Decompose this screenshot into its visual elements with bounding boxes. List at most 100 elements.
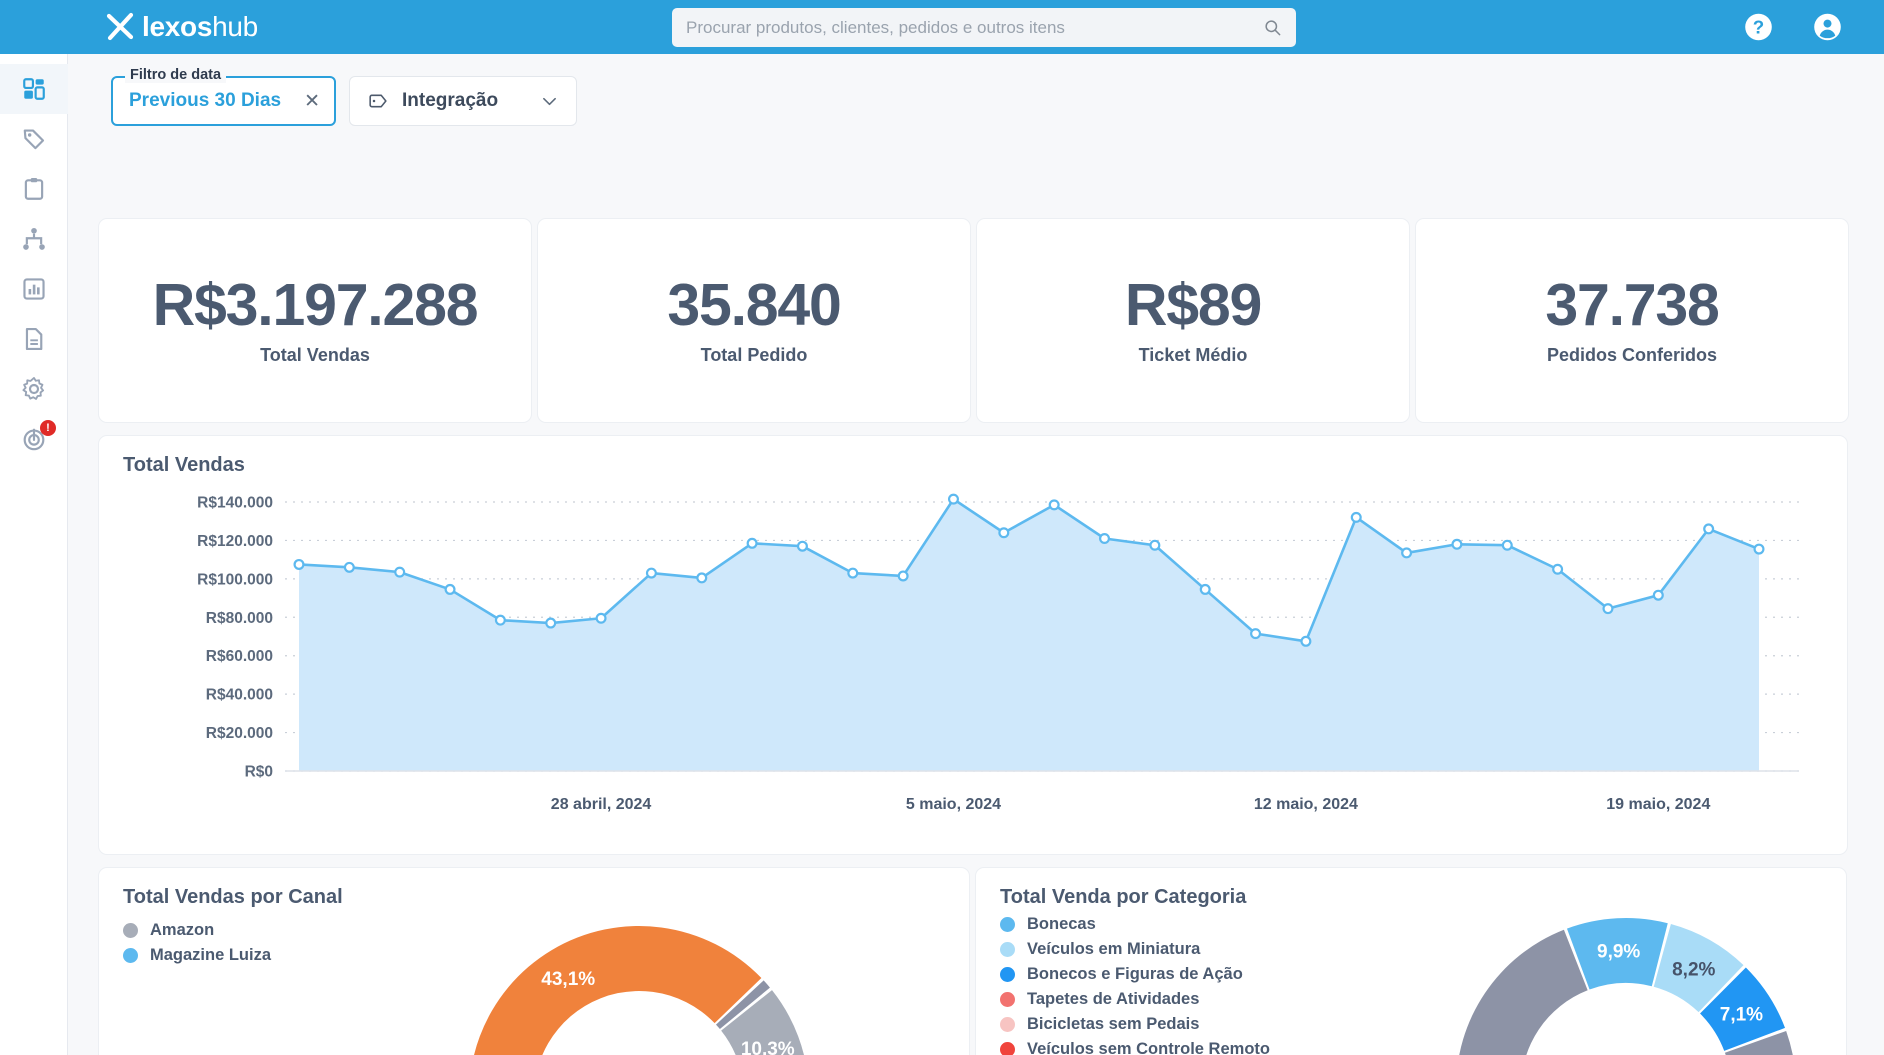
brand-logo[interactable]: lexoshub <box>104 10 258 44</box>
y-axis-tick-label: R$20.000 <box>206 725 273 742</box>
data-point-marker <box>998 527 1010 539</box>
data-point-marker <box>1300 635 1312 647</box>
data-point-marker <box>1652 589 1664 601</box>
data-point-marker <box>1048 499 1060 511</box>
support-target-icon <box>23 428 45 451</box>
legend-item[interactable]: Bonecas <box>1000 912 1270 937</box>
data-point-marker <box>343 561 355 573</box>
y-axis-tick-label: R$140.000 <box>197 495 273 512</box>
data-point-marker <box>1250 628 1262 640</box>
search-icon[interactable] <box>1263 18 1282 37</box>
y-axis-tick-label: R$40.000 <box>206 687 273 704</box>
data-point-marker <box>293 558 305 570</box>
date-filter[interactable]: Filtro de data Previous 30 Dias ✕ <box>111 67 336 126</box>
clipboard-icon <box>24 177 44 200</box>
brand-name: lexoshub <box>142 11 258 43</box>
kpi-cards: R$3.197.288 Total Vendas 35.840 Total Pe… <box>98 218 1849 423</box>
donut-slice <box>1566 918 1668 990</box>
kpi-card-pedidos-conferidos: 37.738 Pedidos Conferidos <box>1415 218 1849 423</box>
donut-slice-label: 8,2% <box>1672 959 1715 980</box>
donut-slice <box>1700 967 1786 1051</box>
sidebar-item-reports[interactable] <box>0 264 68 314</box>
sidebar-item-dashboard[interactable] <box>0 64 68 114</box>
support-badge: ! <box>40 420 56 436</box>
legend-item[interactable]: Magazine Luiza <box>123 943 271 968</box>
integration-dropdown[interactable]: Integração <box>349 76 577 126</box>
data-point-marker <box>1501 539 1513 551</box>
sidebar-item-support[interactable]: ! <box>0 414 68 464</box>
legend-item[interactable]: Tapetes de Atividades <box>1000 987 1270 1012</box>
hierarchy-network-icon <box>23 227 45 250</box>
kpi-card-total-vendas: R$3.197.288 Total Vendas <box>98 218 532 423</box>
donut-slice <box>1459 929 1588 1055</box>
help-circle-icon[interactable]: ? <box>1744 13 1773 42</box>
data-point-marker <box>494 614 506 626</box>
date-filter-value: Previous 30 Dias <box>129 90 282 111</box>
date-filter-clear-icon[interactable]: ✕ <box>304 90 320 112</box>
legend-color-dot <box>123 923 138 938</box>
sidebar-item-documents[interactable] <box>0 314 68 364</box>
legend-item[interactable]: Bonecos e Figuras de Ação <box>1000 962 1270 987</box>
legend-item[interactable]: Amazon <box>123 918 271 943</box>
venda-por-categoria-card: Total Venda por Categoria Bonecas Veículo… <box>975 867 1847 1055</box>
data-point-marker <box>645 567 657 579</box>
data-point-marker <box>897 570 909 582</box>
donut-slice <box>721 990 804 1055</box>
channel-donut-chart[interactable]: 43,1%10,3%11,1% <box>409 896 869 1055</box>
grid-dashboard-icon <box>23 78 45 100</box>
y-axis-tick-label: R$0 <box>245 764 273 781</box>
sidebar-item-settings[interactable] <box>0 364 68 414</box>
y-axis-tick-label: R$100.000 <box>197 571 273 588</box>
chart-title: Total Vendas <box>123 454 245 476</box>
chevron-down-icon[interactable] <box>541 93 558 110</box>
chart-title: Total Venda por Categoria <box>1000 886 1247 908</box>
total-vendas-area-chart[interactable]: R$140.000 R$120.000 R$100.000 R$80.000 R$60.… <box>99 486 1849 856</box>
legend-item[interactable]: Veículos em Miniatura <box>1000 937 1270 962</box>
category-donut-chart[interactable]: 38,8%9,9%8,2%7,1% <box>1406 888 1846 1055</box>
donut-slice <box>474 926 762 1055</box>
x-axis-tick-label: 19 maio, 2024 <box>1606 796 1710 813</box>
sidebar-item-integrations[interactable] <box>0 214 68 264</box>
top-header-bar: lexoshub ? <box>0 0 1884 54</box>
sidebar-item-products[interactable] <box>0 114 68 164</box>
account-circle-icon[interactable] <box>1813 13 1842 42</box>
brand-name-bold: lexos <box>142 11 213 42</box>
area-fill <box>299 499 1759 771</box>
kpi-value: R$3.197.288 <box>152 271 479 338</box>
donut-slice <box>715 980 770 1030</box>
data-point-marker <box>1753 543 1765 555</box>
kpi-card-total-pedido: 35.840 Total Pedido <box>537 218 971 423</box>
kpi-value: 37.738 <box>1545 271 1719 338</box>
data-point-marker <box>595 612 607 624</box>
y-axis-tick-label: R$60.000 <box>206 648 273 665</box>
legend-label: Bonecos e Figuras de Ação <box>1027 965 1243 983</box>
data-point-marker <box>1199 583 1211 595</box>
donut-slice <box>1724 1030 1793 1055</box>
tag-icon <box>369 94 387 108</box>
donut-slice-label: 7,1% <box>1720 1004 1763 1025</box>
legend-color-dot <box>1000 967 1015 982</box>
global-search[interactable] <box>672 8 1296 47</box>
data-point-marker <box>746 537 758 549</box>
main-content: Filtro de data Previous 30 Dias ✕ Integr… <box>68 54 1884 1055</box>
data-point-marker <box>545 617 557 629</box>
filter-bar: Filtro de data Previous 30 Dias ✕ Integr… <box>111 67 577 126</box>
brand-name-light: hub <box>212 11 258 42</box>
x-axis-tick-label: 12 maio, 2024 <box>1254 796 1358 813</box>
y-axis-tick-label: R$120.000 <box>197 533 273 550</box>
data-point-marker <box>947 493 959 505</box>
legend-label: Magazine Luiza <box>150 946 272 964</box>
legend-color-dot <box>1000 1017 1015 1032</box>
legend-color-dot <box>1000 917 1015 932</box>
data-point-marker <box>1149 539 1161 551</box>
kpi-value: R$89 <box>1124 271 1262 338</box>
data-point-marker <box>847 567 859 579</box>
search-input[interactable] <box>686 17 1263 38</box>
left-sidebar: ! <box>0 54 68 1055</box>
kpi-value: 35.840 <box>667 271 841 338</box>
sidebar-item-orders[interactable] <box>0 164 68 214</box>
legend-item[interactable]: Bicicletas sem Pedais <box>1000 1012 1270 1037</box>
legend-item[interactable]: Veículos sem Controle Remoto <box>1000 1037 1270 1055</box>
data-point-marker <box>1350 511 1362 523</box>
legend-color-dot <box>1000 1042 1015 1055</box>
